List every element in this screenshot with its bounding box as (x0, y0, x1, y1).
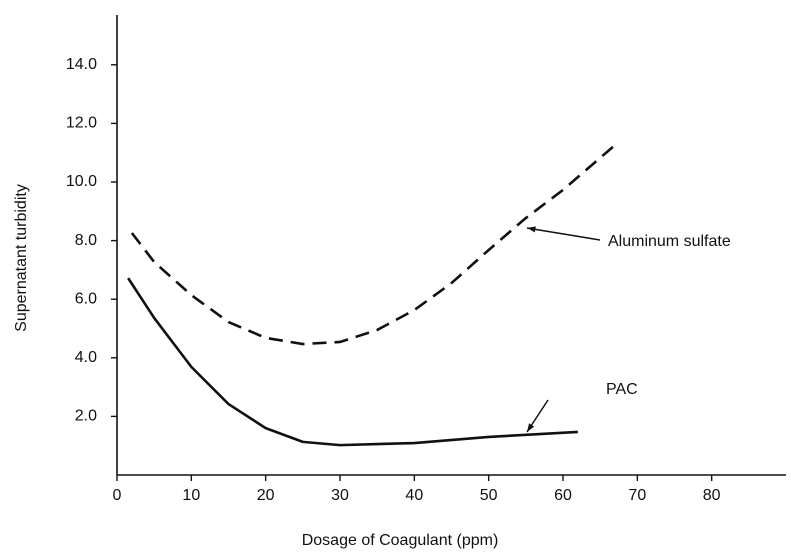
y-tick-label: 12.0 (66, 115, 97, 132)
x-tick-label: 0 (113, 487, 122, 504)
annotation-arrow (526, 227, 601, 241)
x-tick-label: 40 (405, 487, 423, 504)
arrow-head (527, 226, 536, 233)
line (130, 144, 616, 346)
x-tick-label: 20 (257, 487, 275, 504)
x-tick-label: 50 (480, 487, 498, 504)
x-tick-label: 10 (182, 487, 200, 504)
y-tick-label: 6.0 (75, 290, 97, 307)
x-tick-label: 80 (703, 487, 721, 504)
y-tick-label: 8.0 (75, 232, 97, 249)
y-tick-label: 10.0 (66, 173, 97, 190)
y-tick-label: 2.0 (75, 408, 97, 425)
y-axis-label: Supernatant turbidity (13, 184, 30, 332)
series-label: Aluminum sulfate (608, 233, 731, 250)
series-label: PAC (606, 381, 638, 398)
line (127, 277, 578, 447)
y-tick-label: 4.0 (75, 349, 97, 366)
x-axis-label: Dosage of Coagulant (ppm) (302, 532, 499, 549)
x-tick-label: 60 (554, 487, 572, 504)
y-tick-label: 14.0 (66, 56, 97, 73)
arrow-head (527, 423, 535, 432)
x-tick-label: 70 (628, 487, 646, 504)
x-tick-label: 30 (331, 487, 349, 504)
